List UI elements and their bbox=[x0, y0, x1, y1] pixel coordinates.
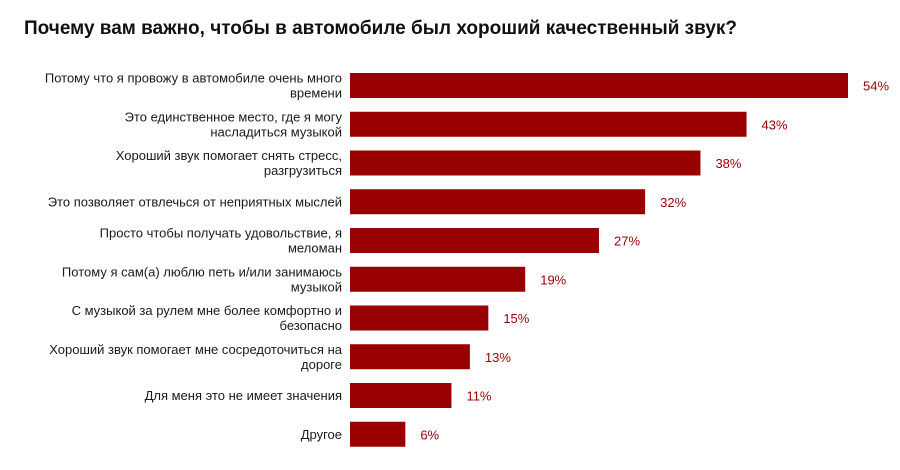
value-label-7: 13% bbox=[485, 350, 511, 365]
chart-title: Почему вам важно, чтобы в автомобиле был… bbox=[24, 18, 738, 39]
value-label-9: 6% bbox=[420, 427, 439, 442]
value-label-6: 15% bbox=[503, 311, 529, 326]
bar-2 bbox=[350, 150, 701, 176]
category-label-3: Это позволяет отвлечься от неприятных мы… bbox=[48, 194, 342, 209]
value-label-5: 19% bbox=[540, 272, 566, 287]
value-label-8: 11% bbox=[466, 389, 491, 404]
value-label-0: 54% bbox=[863, 79, 889, 94]
value-label-1: 43% bbox=[762, 117, 788, 132]
bar-1 bbox=[350, 111, 747, 137]
bar-0 bbox=[350, 73, 848, 98]
bar-3 bbox=[350, 189, 646, 215]
bar-8 bbox=[350, 383, 452, 408]
bar-6 bbox=[350, 305, 489, 331]
category-label-5: Потому я сам(а) люблю петь и/или занимаю… bbox=[62, 264, 342, 294]
bar-9 bbox=[350, 421, 406, 447]
category-label-2: Хороший звук помогает снять стресс, разгр… bbox=[116, 148, 342, 178]
category-label-9: Другое bbox=[301, 427, 342, 442]
bar-7 bbox=[350, 344, 470, 370]
value-label-3: 32% bbox=[660, 195, 686, 210]
category-label-6: С музыкой за рулем мне более комфортно и… bbox=[72, 303, 342, 333]
value-label-4: 27% bbox=[614, 234, 640, 249]
category-label-1: Это единственное место, где я могу наслад… bbox=[125, 109, 343, 139]
category-label-8: Для меня это не имеет значения bbox=[145, 388, 342, 403]
category-label-0: Потому что я провожу в автомобиле очень … bbox=[45, 71, 342, 101]
category-label-7: Хороший звук помогает мне сосредоточитьс… bbox=[49, 342, 343, 372]
category-label-4: Просто чтобы получать удовольствие, я мел… bbox=[100, 226, 342, 256]
value-label-2: 38% bbox=[715, 156, 741, 171]
bar-4 bbox=[350, 228, 599, 253]
bar-5 bbox=[350, 266, 526, 292]
